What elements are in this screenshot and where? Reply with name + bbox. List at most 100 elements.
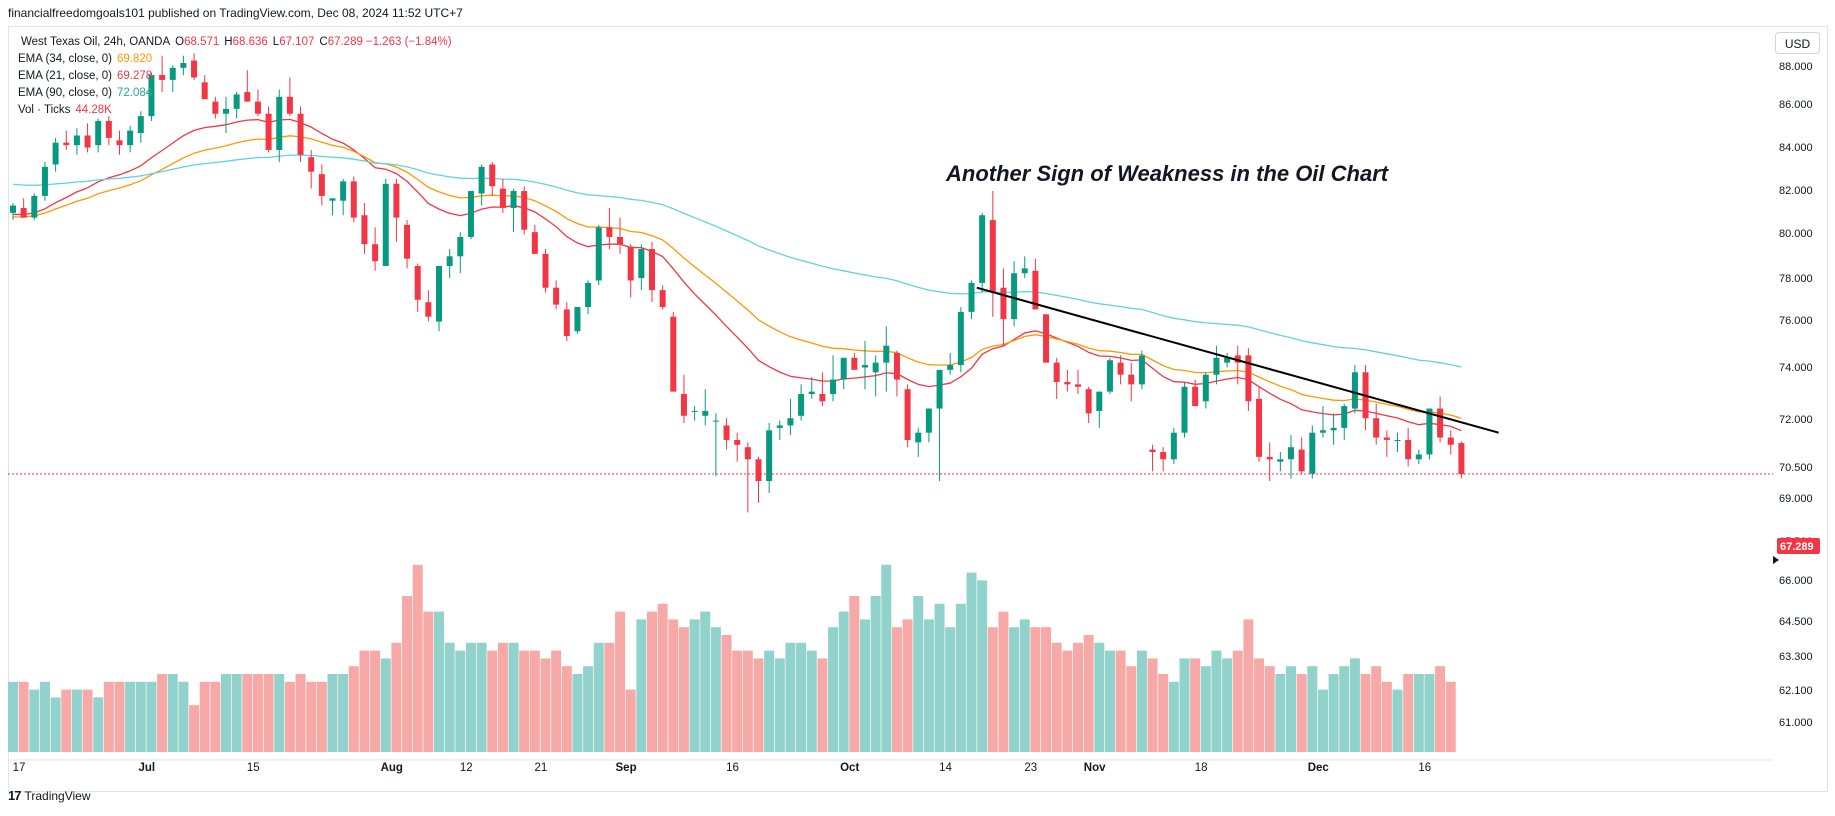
x-tick-label: Oct <box>840 762 859 774</box>
y-tick-label: 63.300 <box>1779 651 1813 663</box>
legend-volume[interactable]: Vol · Ticks 44.28K <box>18 104 112 116</box>
y-tick-label: 72.000 <box>1779 414 1813 426</box>
volume-bar <box>1349 658 1360 752</box>
volume-bar <box>583 666 594 752</box>
candle-body <box>1351 372 1358 409</box>
volume-bar <box>987 627 998 752</box>
candle <box>1309 425 1316 479</box>
candle-body <box>265 113 272 150</box>
candle-body <box>979 215 986 283</box>
candle-body <box>350 181 357 218</box>
candle-body <box>1277 459 1284 462</box>
candle <box>1266 442 1273 482</box>
volume-bar <box>199 681 210 752</box>
candle <box>893 350 900 397</box>
volume-bar <box>902 619 913 752</box>
candle <box>595 224 602 286</box>
volume-bar <box>50 697 61 752</box>
volume-bar <box>572 674 583 752</box>
candle-body <box>52 142 59 165</box>
volume-bar <box>1051 642 1062 752</box>
candle <box>223 96 229 134</box>
time-axis: 17 Jul 15 Aug 12 21 Sep 16 Oct 14 23 Nov 18 Dec 16 <box>8 759 1773 774</box>
volume-bar <box>1190 658 1201 752</box>
volume-bar <box>402 596 413 752</box>
candle <box>649 241 655 303</box>
candle-body <box>1458 443 1465 475</box>
candle <box>1447 430 1454 455</box>
candle-body <box>1373 418 1380 438</box>
currency-button[interactable]: USD <box>1775 32 1820 54</box>
y-tick-label: 84.000 <box>1779 142 1813 154</box>
candle <box>1234 345 1241 385</box>
candle-body <box>925 408 932 433</box>
candle-body <box>1000 287 1007 320</box>
candle-body <box>95 120 102 146</box>
legend-ohlc[interactable]: West Texas Oil, 24h, OANDA O68.571 H68.636… <box>21 36 452 48</box>
candle-body <box>1213 357 1220 375</box>
volume-bar <box>955 603 966 752</box>
volume-bar <box>1147 658 1158 752</box>
candle-body <box>499 188 506 208</box>
candle <box>84 123 91 153</box>
candle <box>159 55 166 92</box>
candle <box>191 53 198 80</box>
volume-bar <box>1041 627 1052 752</box>
candle <box>116 130 123 155</box>
volume-bar <box>551 650 562 752</box>
volume-bar <box>689 619 700 752</box>
y-tick-label: 70.500 <box>1779 462 1813 474</box>
volume-bar <box>1403 674 1414 752</box>
candle-body <box>1266 456 1273 460</box>
candle-body <box>957 311 964 366</box>
legend-panel: West Texas Oil, 24h, OANDA O68.571 H68.636… <box>18 34 452 119</box>
candle-body <box>116 140 123 146</box>
candle-body <box>84 135 91 148</box>
candle <box>627 244 634 298</box>
candle-body <box>20 207 27 218</box>
candle <box>1245 348 1252 411</box>
volume-bar <box>732 650 743 752</box>
open-value: 68.571 <box>184 36 220 48</box>
legend-ema21[interactable]: EMA (21, close, 0) 69.278 <box>18 70 153 82</box>
volume-bar <box>189 705 200 752</box>
volume-bar <box>1009 627 1020 752</box>
candle-body <box>137 116 144 134</box>
candle <box>1117 355 1124 385</box>
legend-ema90[interactable]: EMA (90, close, 0) 72.084 <box>18 87 153 99</box>
candle-body <box>1309 432 1316 474</box>
candle-body <box>947 365 954 370</box>
candle <box>1106 357 1113 395</box>
volume-bar <box>1381 681 1392 752</box>
candle-body <box>670 316 677 392</box>
candle <box>1351 365 1358 414</box>
volume-bar <box>497 642 508 752</box>
volume-bar <box>114 681 125 752</box>
candle <box>1160 447 1167 472</box>
candle-body <box>1341 406 1348 428</box>
volume-bar <box>391 642 402 752</box>
candle-body <box>776 425 783 428</box>
candle-body <box>1117 362 1124 375</box>
candle <box>744 442 751 513</box>
legend-ema34[interactable]: EMA (34, close, 0) 69.820 <box>18 53 153 65</box>
volume-bar <box>1317 689 1328 752</box>
candle <box>1075 369 1081 395</box>
candle <box>372 227 379 271</box>
candle <box>553 280 560 310</box>
volume-bar <box>753 658 764 752</box>
y-tick-label: 86.000 <box>1779 99 1813 111</box>
candle-body <box>893 352 900 380</box>
candle <box>63 130 70 150</box>
volume-bar <box>210 681 221 752</box>
candle-body <box>318 174 325 196</box>
volume-bar <box>923 619 934 752</box>
brand-name: TradingView <box>24 788 91 803</box>
candle-body <box>1202 374 1209 402</box>
y-tick-label: 64.500 <box>1779 616 1813 628</box>
candle-body <box>542 253 549 288</box>
footer-brand: 17 TradingView <box>8 788 91 803</box>
candle-body <box>1426 408 1433 455</box>
candle-body <box>329 198 336 201</box>
